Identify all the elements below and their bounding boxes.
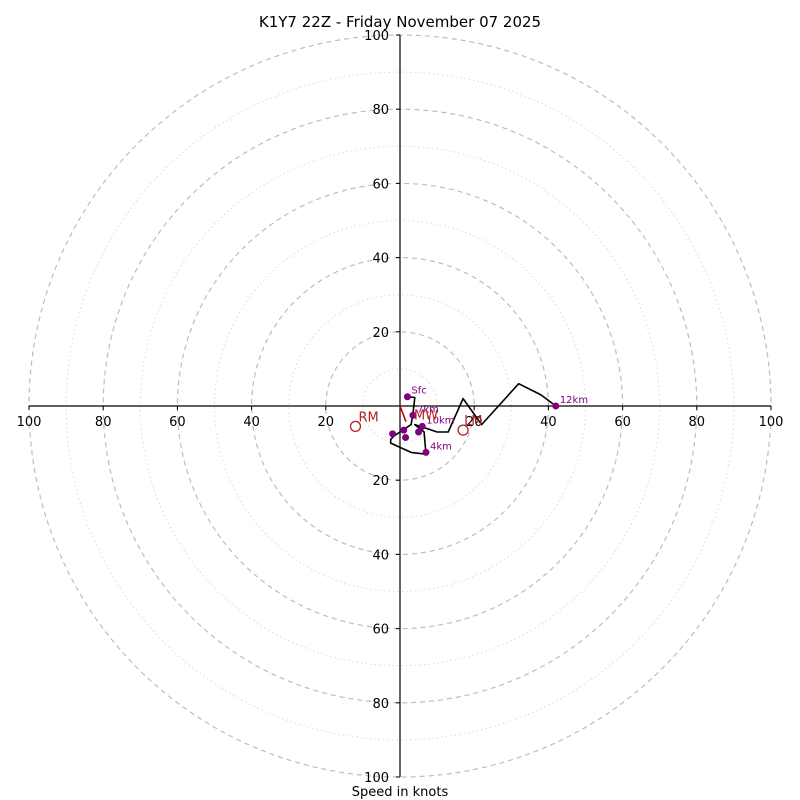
height-point-7km bbox=[409, 411, 417, 419]
x-tick-label: 80 bbox=[689, 415, 706, 430]
storm-motions: RM MW LM bbox=[349, 409, 483, 436]
y-tick-label: 40 bbox=[372, 252, 389, 267]
x-tick-label: 60 bbox=[169, 415, 186, 430]
height-point-12km bbox=[552, 402, 560, 410]
hodograph-trace bbox=[389, 382, 557, 456]
x-tick-label: 40 bbox=[243, 415, 260, 430]
x-axis-label: Speed in knots bbox=[352, 785, 449, 800]
x-tick-label: 100 bbox=[759, 415, 784, 430]
height-point-4km bbox=[422, 448, 430, 456]
motion-marker-rm bbox=[349, 420, 362, 433]
height-point bbox=[400, 426, 408, 434]
x-tick-label: 20 bbox=[318, 415, 335, 430]
y-tick-label: 80 bbox=[372, 697, 389, 712]
x-tick-label: 100 bbox=[17, 415, 42, 430]
height-point bbox=[415, 428, 423, 436]
chart-title: K1Y7 22Z - Friday November 07 2025 bbox=[259, 13, 541, 31]
x-tick-label: 80 bbox=[95, 415, 112, 430]
y-tick-label: 60 bbox=[372, 623, 389, 638]
height-label-7km: 7km bbox=[417, 404, 439, 415]
y-tick-label: 40 bbox=[372, 548, 389, 563]
motion-marker-lm bbox=[457, 424, 469, 436]
motion-label-mw: MW bbox=[414, 409, 438, 424]
height-label-sfc: Sfc bbox=[411, 386, 426, 397]
tick-labels: 100 80 60 40 20 20 40 60 80 100100806040202040608… bbox=[17, 29, 784, 786]
motion-label-rm: RM bbox=[358, 410, 378, 425]
height-label-4km: 4km bbox=[430, 441, 452, 452]
hodograph-line bbox=[389, 382, 557, 456]
x-tick-label: 60 bbox=[614, 415, 631, 430]
y-tick-label: 20 bbox=[372, 474, 389, 489]
height-point-10km bbox=[418, 422, 426, 430]
y-tick-label: 100 bbox=[364, 29, 389, 44]
height-label-12km: 12km bbox=[560, 395, 588, 406]
y-tick-label: 60 bbox=[372, 177, 389, 192]
motion-label-lm: LM bbox=[464, 414, 482, 429]
y-tick-label: 80 bbox=[372, 103, 389, 118]
shear-vector bbox=[399, 405, 407, 422]
height-point bbox=[402, 434, 410, 442]
height-point-sfc bbox=[403, 393, 411, 401]
height-point bbox=[389, 430, 397, 438]
x-tick-label: 40 bbox=[540, 415, 557, 430]
height-label-10km: 10km bbox=[426, 415, 454, 426]
y-tick-label: 20 bbox=[372, 326, 389, 341]
y-tick-label: 100 bbox=[364, 771, 389, 786]
